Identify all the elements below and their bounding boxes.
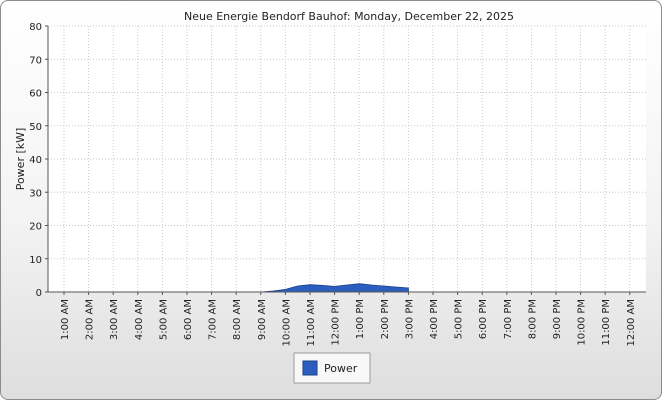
y-tick-label: 0 [36, 288, 42, 299]
x-tick-label: 12:00 PM [331, 299, 342, 346]
x-tick-label: 7:00 AM [208, 299, 219, 340]
x-tick-label: 11:00 PM [601, 299, 612, 346]
x-tick-label: 12:00 AM [626, 299, 637, 346]
x-tick-label: 11:00 AM [306, 299, 317, 346]
grid-lines [48, 25, 646, 292]
x-tick-label: 6:00 PM [478, 299, 489, 339]
y-tick-label: 60 [29, 89, 42, 100]
x-tick-label: 1:00 AM [60, 299, 71, 340]
x-tick-label: 4:00 PM [429, 299, 440, 339]
x-tick-label: 6:00 AM [183, 299, 194, 340]
y-tick-label: 30 [29, 188, 42, 199]
x-tick-label: 2:00 AM [85, 299, 96, 340]
y-tick-label: 10 [29, 255, 42, 266]
y-tick-label: 40 [29, 155, 42, 166]
legend-label: Power [324, 362, 358, 375]
x-tick-label: 1:00 PM [355, 299, 366, 339]
chart-title: Neue Energie Bendorf Bauhof: Monday, Dec… [184, 10, 514, 23]
x-tick-label: 3:00 AM [109, 299, 120, 340]
y-tick-label: 80 [29, 22, 42, 33]
x-tick-label: 5:00 AM [158, 299, 169, 340]
x-tick-label: 2:00 PM [380, 299, 391, 339]
y-axis-label: Power [kW] [14, 128, 27, 191]
x-tick-label: 3:00 PM [404, 299, 415, 339]
x-tick-label: 10:00 PM [577, 299, 588, 346]
y-tick-label: 70 [29, 55, 42, 66]
x-tick-label: 7:00 PM [503, 299, 514, 339]
y-tick-label: 50 [29, 122, 42, 133]
legend-swatch [302, 360, 318, 376]
x-tick-label: 9:00 PM [552, 299, 563, 339]
x-tick-label: 4:00 AM [134, 299, 145, 340]
x-tick-label: 10:00 AM [281, 299, 292, 346]
x-tick-label: 9:00 AM [257, 299, 268, 340]
x-tick-label: 8:00 AM [232, 299, 243, 340]
x-tick-label: 5:00 PM [454, 299, 465, 339]
y-tick-label: 20 [29, 222, 42, 233]
series-area-power [260, 283, 409, 293]
legend: Power [293, 352, 371, 384]
x-tick-label: 8:00 PM [527, 299, 538, 339]
